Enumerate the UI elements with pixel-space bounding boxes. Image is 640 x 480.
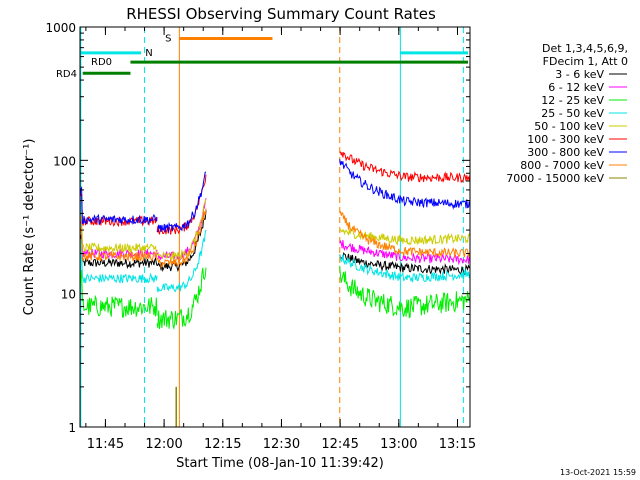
x-tick-label: 12:30: [263, 437, 300, 452]
y-tick-label: 100: [53, 154, 76, 168]
series-line-50-100-kev-seg1: [79, 215, 158, 254]
x-tick-label: 13:00: [380, 437, 417, 452]
x-tick-label: 13:15: [439, 437, 476, 452]
x-tick-label: 11:45: [87, 437, 124, 452]
x-axis-label: Start Time (08-Jan-10 11:39:42): [176, 456, 384, 471]
legend-label-800-7000-kev: 800 - 7000 keV: [520, 159, 604, 172]
series-line-800-7000-kev-seg1: [79, 227, 158, 262]
series-line-300-800-kev-seg1: [79, 185, 158, 226]
series-line-800-7000-kev-seg2: [156, 208, 207, 268]
legend-label-25-50-kev: 25 - 50 keV: [541, 107, 604, 120]
legend-header: Det 1,3,4,5,6,9,: [542, 42, 628, 55]
flag-label-s: S: [165, 33, 171, 44]
y-tick-label: 1000: [45, 21, 76, 35]
series-line-12-25-kev-seg2: [156, 267, 207, 330]
legend-label-100-300-kev: 100 - 300 keV: [527, 133, 604, 146]
plot-frame: [79, 26, 471, 428]
series-line-100-300-kev-seg3: [339, 151, 471, 184]
series-line-25-50-kev-seg3: [339, 254, 471, 283]
legend-label-7000-15000-kev: 7000 - 15000 keV: [506, 172, 604, 185]
legend-label-12-25-kev: 12 - 25 keV: [541, 94, 604, 107]
y-tick-label: 10: [61, 288, 76, 302]
axes: 1 10 100 1000 11:45 12:00 12:15 12:30 12:45 13:00…: [45, 21, 476, 452]
series-line-6-12-kev-seg3: [339, 239, 471, 266]
legend: Det 1,3,4,5,6,9,FDecim 1, Att 03 - 6 keV…: [506, 42, 628, 185]
legend-label-50-100-kev: 50 - 100 keV: [534, 120, 604, 133]
x-tick-label: 12:00: [145, 437, 182, 452]
flag-label-rd0: RD0: [91, 57, 112, 68]
series-line-300-800-kev-seg3: [339, 159, 471, 210]
series-line-25-50-kev-seg2: [156, 229, 207, 293]
legend-header: FDecim 1, Att 0: [543, 55, 628, 68]
legend-label-300-800-kev: 300 - 800 keV: [527, 146, 604, 159]
series-line-3-6-kev-seg3: [339, 251, 471, 276]
y-tick-label: 1: [68, 421, 76, 435]
series-line-300-800-kev-seg2: [156, 171, 207, 233]
series-line-50-100-kev-seg2: [156, 199, 207, 261]
chart-title: RHESSI Observing Summary Count Rates: [126, 5, 436, 23]
legend-label-3-6-kev: 3 - 6 keV: [555, 68, 604, 81]
flag-label-n: N: [145, 48, 152, 59]
series-line-12-25-kev-seg1: [79, 270, 158, 318]
series-line-800-7000-kev-seg3: [339, 210, 471, 258]
series-line-25-50-kev-seg1: [79, 250, 158, 284]
flag-label-rd4: RD4: [56, 69, 77, 80]
series-line-50-100-kev-seg3: [339, 227, 471, 246]
plot-area: N S RD0 RD4: [56, 27, 471, 427]
x-tick-label: 12:45: [321, 437, 358, 452]
timestamp-label: 13-Oct-2021 15:59: [560, 468, 636, 477]
y-axis-label: Count Rate (s⁻¹ detector⁻¹): [22, 139, 37, 316]
x-tick-label: 12:15: [204, 437, 241, 452]
legend-label-6-12-kev: 6 - 12 keV: [548, 81, 604, 94]
series-line-3-6-kev-seg1: [79, 234, 158, 270]
series-line-12-25-kev-seg3: [339, 265, 471, 319]
series-line-100-300-kev-seg1: [79, 189, 158, 228]
